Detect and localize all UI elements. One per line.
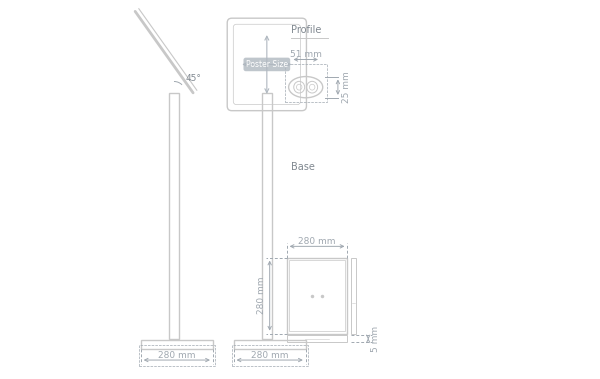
Bar (289, 260, 345, 331)
Bar (351, 258, 356, 334)
Bar (169, 93, 179, 339)
Text: 280 mm: 280 mm (158, 351, 196, 360)
Bar (262, 93, 272, 339)
Bar (233, 340, 305, 349)
Bar (141, 340, 213, 349)
Text: Base: Base (290, 162, 314, 172)
Bar (287, 258, 347, 334)
Text: 280 mm: 280 mm (251, 351, 289, 360)
Text: 51 mm: 51 mm (290, 50, 322, 60)
Text: 280 mm: 280 mm (257, 277, 266, 314)
Text: 5 mm: 5 mm (371, 326, 380, 352)
Text: Poster Size: Poster Size (246, 60, 288, 69)
Bar (287, 335, 347, 342)
Text: 280 mm: 280 mm (298, 237, 336, 246)
Text: 25 mm: 25 mm (342, 71, 351, 103)
Text: Profile: Profile (290, 25, 321, 35)
Text: 45°: 45° (185, 74, 201, 83)
